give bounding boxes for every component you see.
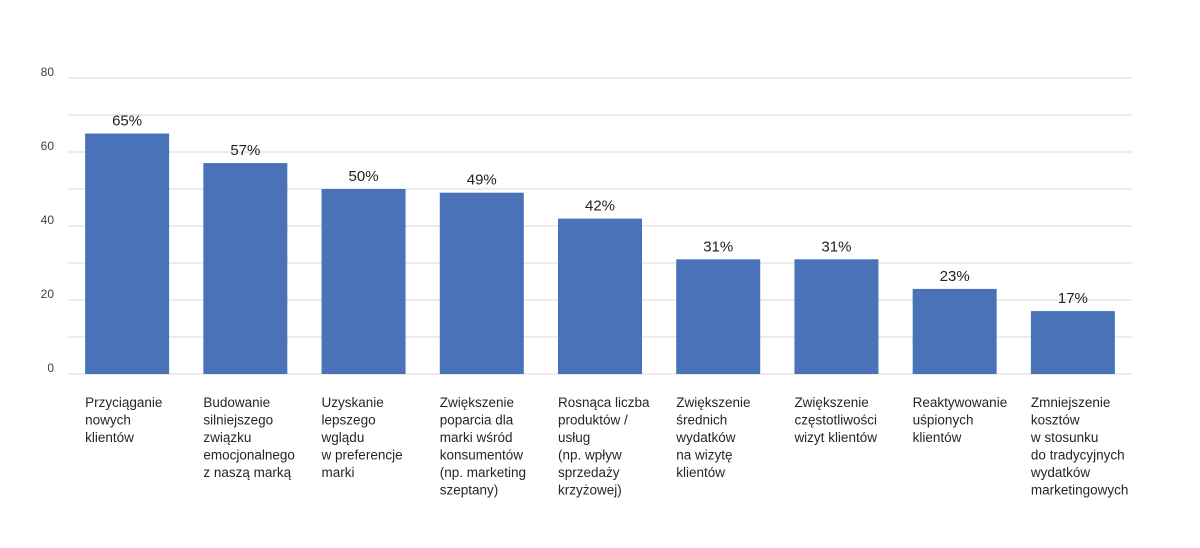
category-label-line: wydatków: [675, 430, 736, 445]
bar: [1030, 311, 1115, 374]
category-label: Uzyskanie lepszego wglądu w preferencje mark…: [321, 395, 403, 480]
bar: [203, 163, 288, 374]
category-label-line: krzyżowej): [558, 483, 622, 498]
data-labels: 65% 57% 50% 49% 42% 31% 31% 23% 17%: [112, 113, 1088, 308]
category-label-line: sprzedaży: [558, 465, 620, 480]
category-label-line: częstotliwości: [794, 413, 877, 428]
category-label-line: klientów: [85, 430, 134, 445]
bar: [794, 259, 879, 374]
category-label: Zwiększenie poparcia dla marki wśród konsum…: [440, 395, 526, 498]
category-label: Zwiększenie średnich wydatków na wizytę klie…: [675, 395, 750, 480]
category-label-line: konsumentów: [440, 448, 524, 463]
category-label-line: Budowanie: [203, 395, 270, 410]
category-label-line: lepszego: [322, 413, 376, 428]
data-label: 50%: [349, 168, 379, 185]
bar: [912, 288, 997, 374]
category-label-line: kosztów: [1031, 413, 1080, 428]
category-label-line: szeptany): [440, 483, 499, 498]
bar: [321, 189, 406, 374]
category-label-line: średnich: [676, 413, 727, 428]
category-label-line: Uzyskanie: [322, 395, 384, 410]
y-tick-label: 80: [41, 65, 55, 79]
bar: [85, 133, 170, 374]
category-label: Budowanie silniejszego związku emocjonalneg…: [203, 395, 295, 480]
category-label-line: Zmniejszenie: [1031, 395, 1111, 410]
data-label: 31%: [821, 238, 851, 255]
category-label-line: wglądu: [321, 430, 365, 445]
data-label: 49%: [467, 172, 497, 189]
category-label: Zwiększenie częstotliwości wizyt klientów: [793, 395, 877, 445]
data-label: 65%: [112, 113, 142, 130]
category-labels: Przyciąganie nowych klientów Budowanie silni…: [85, 395, 1128, 498]
category-label: Przyciąganie nowych klientów: [85, 395, 162, 445]
category-label-line: na wizytę: [676, 448, 732, 463]
category-label-line: Zwiększenie: [676, 395, 750, 410]
category-label-line: w stosunku: [1030, 430, 1099, 445]
category-label-line: Zwiększenie: [794, 395, 868, 410]
category-label-line: Rosnąca liczba: [558, 395, 650, 410]
category-label-line: Reaktywowanie: [913, 395, 1008, 410]
bar: [676, 259, 761, 374]
category-label-line: emocjonalnego: [203, 448, 295, 463]
y-tick-label: 60: [41, 139, 55, 153]
category-label-line: wydatków: [1030, 465, 1091, 480]
category-label-line: Zwiększenie: [440, 395, 514, 410]
category-label-line: marketingowych: [1031, 483, 1129, 498]
data-label: 17%: [1058, 290, 1088, 307]
bar: [439, 192, 524, 374]
category-label: Rosnąca liczba produktów / usług (np. wpływ…: [558, 395, 650, 498]
category-label-line: związku: [203, 430, 251, 445]
category-label-line: Przyciąganie: [85, 395, 162, 410]
bars: [85, 133, 1115, 374]
category-label: Zmniejszenie kosztów w stosunku do tradycyj…: [1030, 395, 1129, 498]
category-label-line: klientów: [913, 430, 962, 445]
category-label-line: uśpionych: [913, 413, 974, 428]
category-label-line: klientów: [676, 465, 725, 480]
category-label-line: silniejszego: [203, 413, 273, 428]
category-label-line: w preferencje: [321, 448, 403, 463]
y-axis-ticks: 0 20 40 60 80: [41, 65, 55, 375]
y-tick-label: 40: [41, 213, 55, 227]
category-label-line: do tradycyjnych: [1031, 448, 1125, 463]
category-label-line: nowych: [85, 413, 131, 428]
category-label-line: marki: [322, 465, 355, 480]
category-label-line: usług: [558, 430, 590, 445]
category-label: Reaktywowanie uśpionych klientów: [913, 395, 1008, 445]
category-label-line: (np. wpływ: [558, 448, 622, 463]
category-label-line: (np. marketing: [440, 465, 526, 480]
category-label-line: wizyt klientów: [793, 430, 877, 445]
bar: [558, 218, 642, 374]
data-label: 42%: [585, 198, 615, 215]
category-label-line: z naszą marką: [203, 465, 291, 480]
y-tick-label: 20: [41, 287, 55, 301]
category-label-line: marki wśród: [440, 430, 513, 445]
category-label-line: produktów /: [558, 413, 628, 428]
data-label: 57%: [230, 142, 260, 159]
data-label: 23%: [940, 268, 970, 285]
category-label-line: poparcia dla: [440, 413, 514, 428]
y-tick-label: 0: [47, 361, 54, 375]
data-label: 31%: [703, 238, 733, 255]
